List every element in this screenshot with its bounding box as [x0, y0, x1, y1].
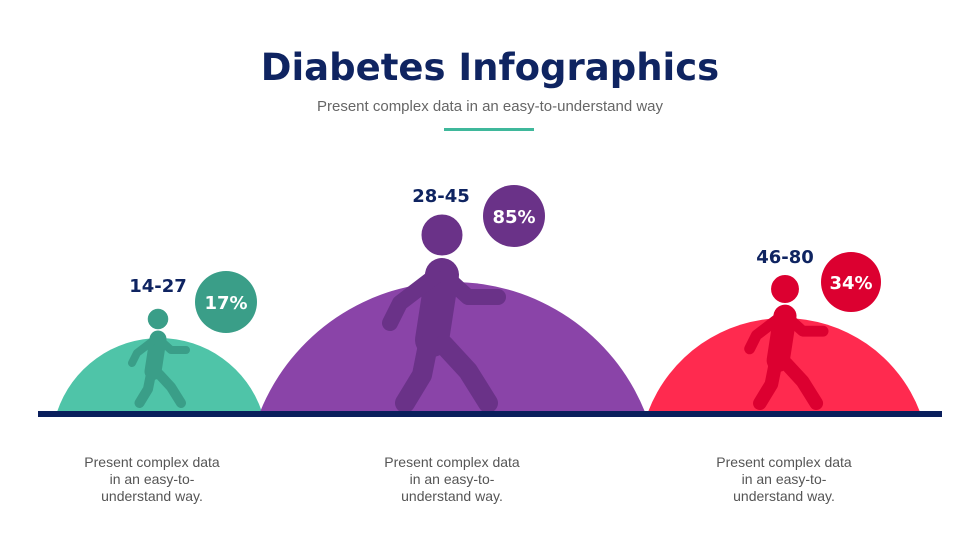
- percent-value: 85%: [492, 207, 535, 228]
- age-range-label: 14-27: [129, 276, 187, 297]
- percent-value: 34%: [829, 273, 872, 294]
- title-underline: [444, 128, 534, 131]
- caption-line: in an easy-to-: [410, 471, 495, 487]
- age-range-label: 28-45: [412, 186, 470, 207]
- page-title: Diabetes Infographics: [261, 46, 719, 89]
- age-range-label: 46-80: [756, 247, 814, 268]
- percent-value: 17%: [204, 293, 247, 314]
- page-subtitle: Present complex data in an easy-to-under…: [317, 98, 664, 115]
- caption-line: Present complex data: [84, 454, 220, 470]
- caption-line: in an easy-to-: [110, 471, 195, 487]
- caption-line: Present complex data: [384, 454, 520, 470]
- caption-line: understand way.: [733, 488, 835, 504]
- caption-2: Present complex data in an easy-to- unde…: [384, 454, 520, 504]
- caption-3: Present complex data in an easy-to- unde…: [716, 454, 852, 504]
- caption-1: Present complex data in an easy-to- unde…: [84, 454, 220, 504]
- percent-badge: [483, 185, 545, 247]
- percent-badge: [821, 252, 881, 312]
- caption-line: understand way.: [101, 488, 203, 504]
- caption-line: Present complex data: [716, 454, 852, 470]
- baseline: [38, 411, 942, 417]
- caption-line: understand way.: [401, 488, 503, 504]
- percent-badge: [195, 271, 257, 333]
- caption-line: in an easy-to-: [742, 471, 827, 487]
